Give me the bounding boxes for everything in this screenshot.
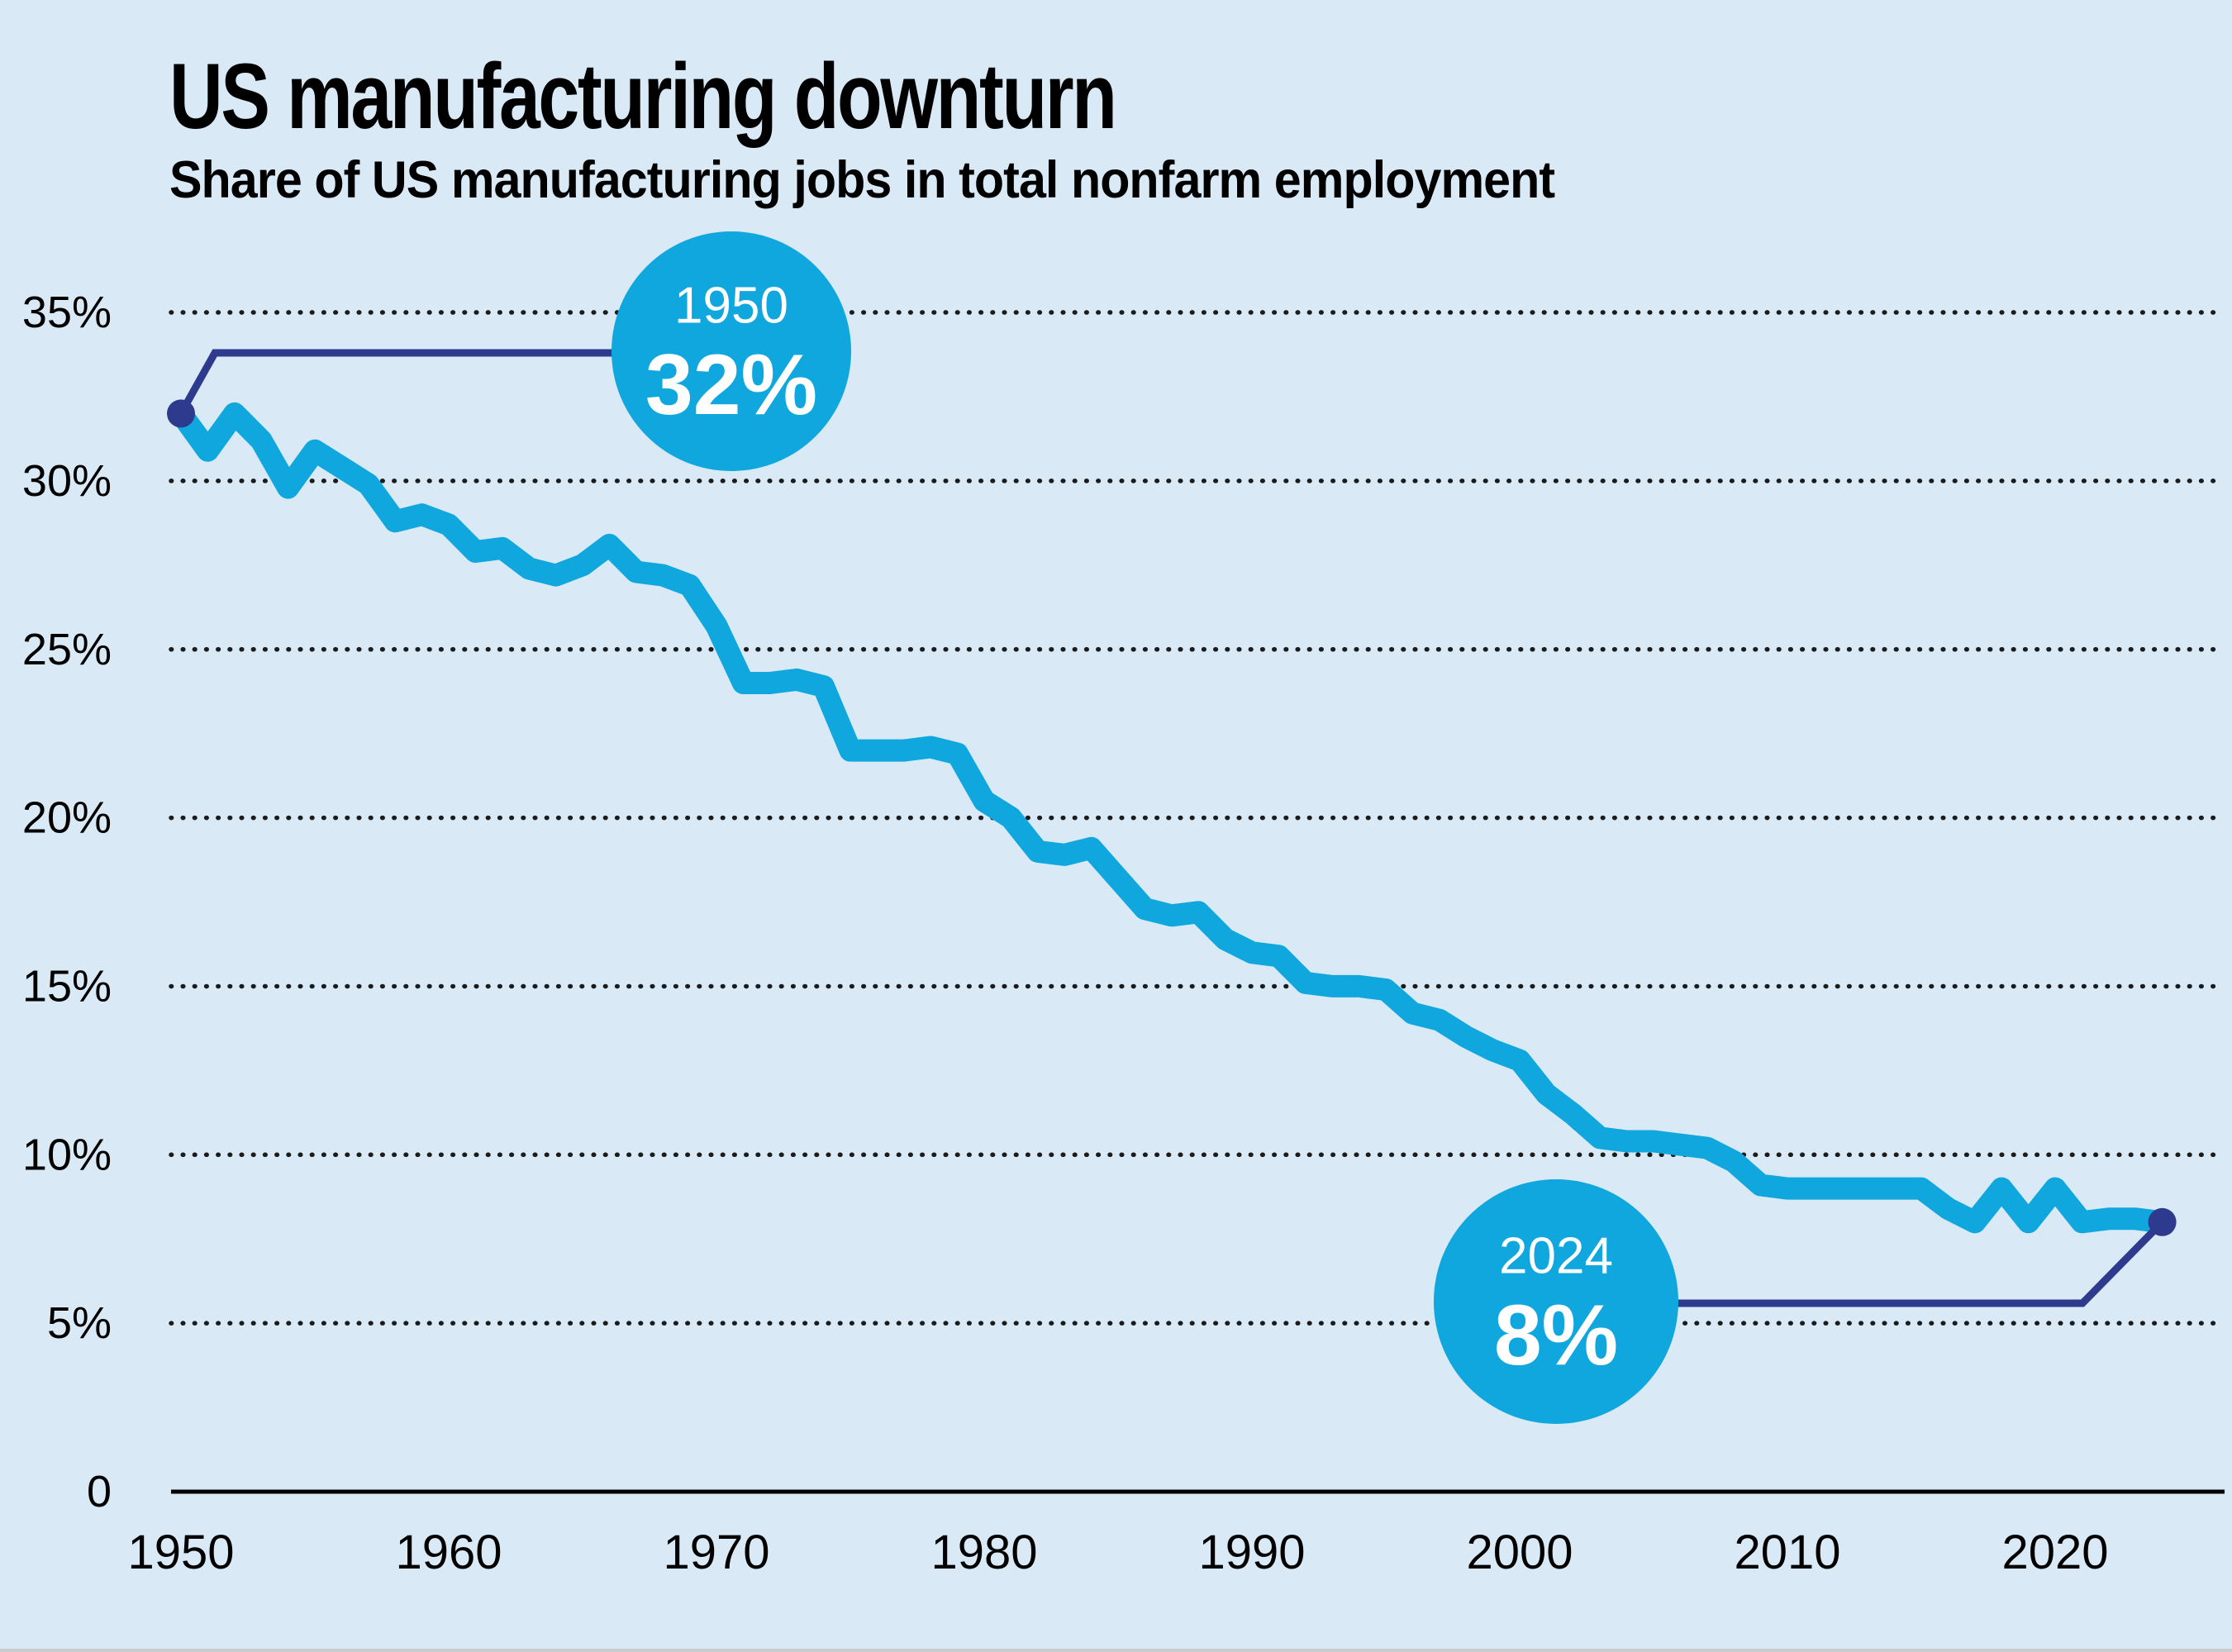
callout-1950-year-label: 1950 (674, 278, 788, 335)
x-tick-label: 1980 (930, 1526, 1037, 1579)
page-title: US manufacturing downturn (169, 45, 1117, 148)
y-tick-label: 10% (22, 1130, 112, 1179)
annotation-lines-layer (167, 349, 2177, 1307)
callout-2024-circle (1434, 1179, 1678, 1424)
annotation-connector-1950 (178, 349, 731, 416)
callout-2024-year-label: 2024 (1499, 1228, 1613, 1285)
y-tick-label: 30% (22, 456, 112, 506)
manufacturing-share-line (169, 402, 2174, 1234)
data-point-dot-1950 (167, 399, 195, 428)
gridlines-layer (169, 310, 2227, 1326)
x-tick-label: 2000 (1466, 1526, 1573, 1579)
y-tick-label: 5% (47, 1298, 112, 1348)
x-tick-label: 1950 (127, 1526, 234, 1579)
page-subtitle: Share of US manufacturing jobs in total … (169, 151, 1555, 209)
callout-1950-circle (612, 231, 851, 471)
callout-1950-value-label: 32% (645, 337, 817, 433)
x-tick-label: 2010 (1734, 1526, 1840, 1579)
x-tick-label: 2020 (2001, 1526, 2108, 1579)
data-point-dot-2024 (2148, 1207, 2177, 1236)
bottom-edge-strip (0, 1649, 2232, 1652)
callout-2024-value-label: 8% (1494, 1288, 1618, 1383)
y-tick-label: 25% (22, 625, 112, 674)
x-axis-labels: 1950 1960 1970 1980 1990 2000 2010 2020 (127, 1526, 2108, 1579)
y-tick-label: 20% (22, 793, 112, 843)
annotation-connector-2024 (1556, 1219, 2165, 1307)
y-tick-label: 15% (22, 961, 112, 1011)
y-tick-label: 0 (87, 1467, 112, 1516)
y-axis-labels: 35% 30% 25% 20% 15% 10% 5% 0 (22, 288, 112, 1516)
y-tick-label: 35% (22, 288, 112, 337)
x-tick-label: 1990 (1198, 1526, 1305, 1579)
x-tick-label: 1960 (395, 1526, 502, 1579)
x-tick-label: 1970 (663, 1526, 769, 1579)
